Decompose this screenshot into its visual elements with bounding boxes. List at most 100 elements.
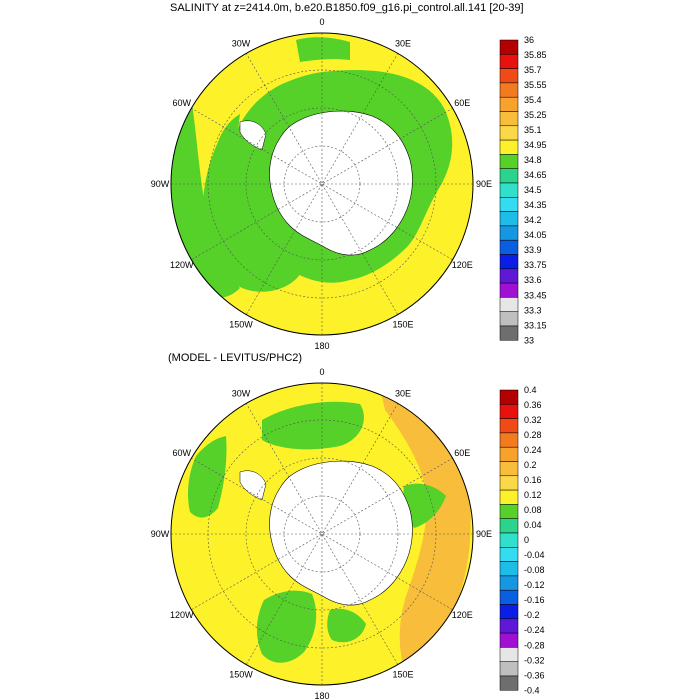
colorbar-swatch bbox=[499, 661, 519, 677]
colorbar-swatch bbox=[499, 389, 519, 405]
colorbar-label: 33.6 bbox=[524, 275, 542, 285]
colorbar-swatch bbox=[499, 96, 519, 112]
lon-label: 120E bbox=[452, 260, 473, 270]
colorbar-label: -0.28 bbox=[524, 640, 545, 650]
colorbar-swatch bbox=[499, 647, 519, 662]
colorbar-label: 0.28 bbox=[524, 430, 542, 440]
lon-label: 60W bbox=[172, 98, 191, 108]
colorbar-label: 35.7 bbox=[524, 65, 542, 75]
colorbar-swatch bbox=[499, 197, 519, 212]
panel-1-title: SALINITY at z=2414.0m, b.e20.B1850.f09_g… bbox=[170, 2, 524, 14]
colorbar-swatch bbox=[499, 475, 519, 491]
antarctica-1 bbox=[269, 110, 413, 256]
lon-label: 60E bbox=[454, 448, 470, 458]
colorbar-swatch bbox=[499, 211, 519, 227]
lon-label: 30E bbox=[395, 389, 411, 399]
colorbar-label: 0 bbox=[524, 535, 529, 545]
colorbar-label: -0.2 bbox=[524, 610, 540, 620]
colorbar-swatch bbox=[499, 111, 519, 127]
colorbar-label: 0.24 bbox=[524, 445, 542, 455]
lon-label: 30W bbox=[232, 39, 251, 49]
colorbar-swatch bbox=[499, 182, 519, 198]
colorbar-swatch bbox=[499, 282, 519, 298]
colorbar-label: 33.15 bbox=[524, 320, 547, 330]
colorbar-swatch bbox=[499, 254, 519, 270]
colorbar-swatch bbox=[499, 618, 519, 634]
colorbar-label: -0.32 bbox=[524, 655, 545, 665]
panel-2-title: (MODEL - LEVITUS/PHC2) bbox=[168, 352, 303, 364]
colorbar-swatch bbox=[499, 82, 519, 98]
lon-label: 180 bbox=[314, 341, 329, 351]
colorbar-label: 35.85 bbox=[524, 50, 547, 60]
lon-label: 90E bbox=[476, 529, 492, 539]
lon-label: 30E bbox=[395, 39, 411, 49]
lon-label: 60E bbox=[454, 98, 470, 108]
colorbar-label: 35.1 bbox=[524, 125, 542, 135]
colorbar-swatch bbox=[499, 125, 519, 141]
colorbar-swatch bbox=[499, 68, 519, 84]
colorbar-label: 0.12 bbox=[524, 490, 542, 500]
lon-label: 0 bbox=[319, 367, 324, 377]
antarctica-2 bbox=[269, 460, 413, 606]
colorbar-swatch bbox=[499, 489, 519, 505]
colorbar-label: 33.3 bbox=[524, 305, 542, 315]
colorbar-swatch bbox=[499, 154, 519, 169]
colorbar-label: 0.08 bbox=[524, 505, 542, 515]
colorbar-label: 35.25 bbox=[524, 110, 547, 120]
colorbar-label: -0.24 bbox=[524, 625, 545, 635]
colorbar-label: -0.16 bbox=[524, 595, 545, 605]
lon-label: 150E bbox=[392, 319, 413, 329]
colorbar-label: -0.08 bbox=[524, 565, 545, 575]
lon-label: 90E bbox=[476, 179, 492, 189]
colorbar-label: 36 bbox=[524, 35, 534, 45]
colorbar-label: 0.36 bbox=[524, 400, 542, 410]
colorbar-label: 34.65 bbox=[524, 170, 547, 180]
lon-label: 150W bbox=[229, 319, 253, 329]
colorbar-swatch bbox=[499, 54, 519, 69]
lon-label: 90W bbox=[151, 179, 170, 189]
colorbar-swatch bbox=[499, 675, 519, 691]
lon-label: 30W bbox=[232, 389, 251, 399]
colorbar-label: 0.2 bbox=[524, 460, 537, 470]
colorbar-label: 0.32 bbox=[524, 415, 542, 425]
colorbar-label: 33.45 bbox=[524, 290, 547, 300]
colorbar-swatch bbox=[499, 404, 519, 419]
colorbar-label: 0.04 bbox=[524, 520, 542, 530]
colorbar-label: 34.2 bbox=[524, 215, 542, 225]
colorbar-swatch bbox=[499, 561, 519, 577]
colorbar-swatch bbox=[499, 432, 519, 448]
colorbar-label: 35.4 bbox=[524, 95, 542, 105]
colorbar-label: -0.04 bbox=[524, 550, 545, 560]
colorbar-swatch bbox=[499, 268, 519, 284]
colorbar-label: -0.36 bbox=[524, 670, 545, 680]
colorbar-swatch bbox=[499, 504, 519, 519]
colorbar-label: 33 bbox=[524, 335, 534, 345]
colorbar-label: 34.05 bbox=[524, 230, 547, 240]
colorbar-swatch bbox=[499, 225, 519, 241]
lon-label: 150W bbox=[229, 669, 253, 679]
colorbar-swatch bbox=[499, 418, 519, 434]
colorbar-swatch bbox=[499, 168, 519, 184]
map-1 bbox=[171, 33, 473, 335]
colorbar-swatch bbox=[499, 532, 519, 548]
colorbar-swatch bbox=[499, 325, 519, 341]
colorbar-label: 34.95 bbox=[524, 140, 547, 150]
lon-label: 180 bbox=[314, 691, 329, 700]
colorbar-swatch bbox=[499, 575, 519, 591]
colorbar-swatch bbox=[499, 239, 519, 255]
lon-label: 120W bbox=[170, 260, 194, 270]
colorbar-label: 35.55 bbox=[524, 80, 547, 90]
colorbar-swatch bbox=[499, 547, 519, 562]
colorbar-label: 33.75 bbox=[524, 260, 547, 270]
colorbar-swatch bbox=[499, 461, 519, 477]
orange-region-2 bbox=[380, 388, 471, 668]
colorbar-swatch bbox=[499, 139, 519, 155]
lon-label: 120W bbox=[170, 610, 194, 620]
colorbar-swatch bbox=[499, 518, 519, 534]
colorbar-swatch bbox=[499, 589, 519, 605]
colorbar-label: -0.12 bbox=[524, 580, 545, 590]
map-2 bbox=[171, 383, 473, 685]
colorbar-label: 34.5 bbox=[524, 185, 542, 195]
lon-label: 90W bbox=[151, 529, 170, 539]
